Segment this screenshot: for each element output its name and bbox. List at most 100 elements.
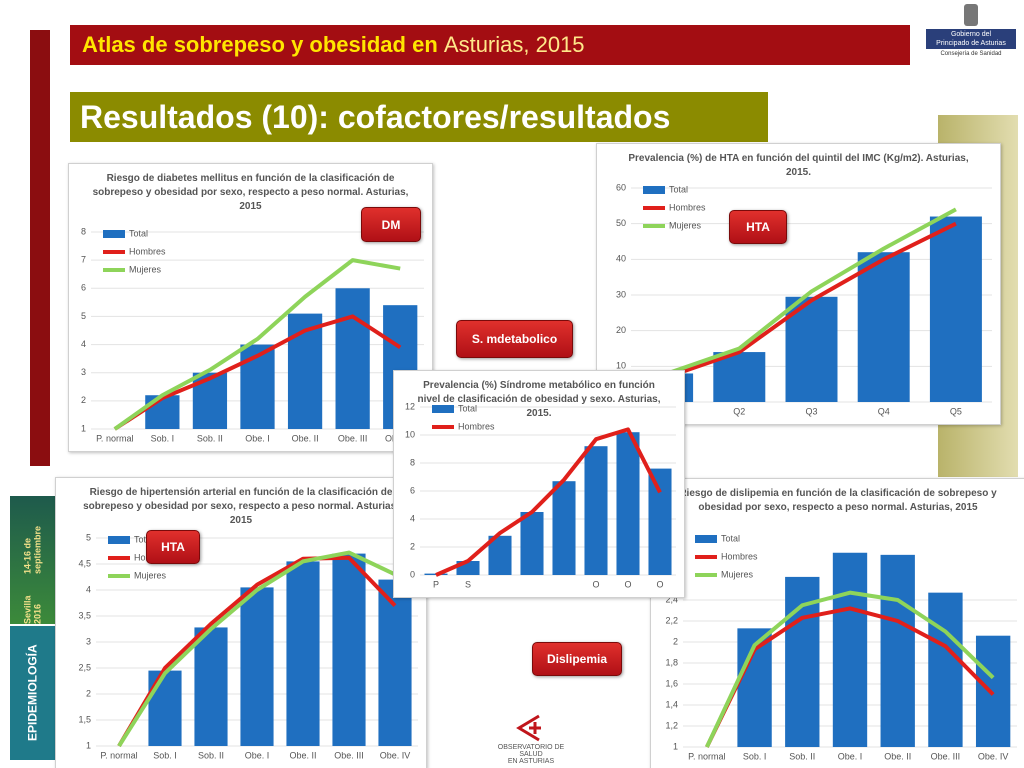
header-title-light: Asturias, 2015 [443,32,585,57]
y-tick-label: 50 [616,218,626,228]
bar [975,635,1011,747]
line [117,555,397,748]
y-tick-label: 2 [673,636,678,646]
y-tick-label: 5 [81,311,86,321]
event-name: Sevilla 2016 [22,595,43,624]
line [113,314,402,431]
x-tick-label: Q2 [733,406,745,416]
header-bar: Atlas de sobrepeso y obesidad en Asturia… [70,25,910,65]
y-tick-label: 30 [616,289,626,299]
y-tick-label: 10 [616,361,626,371]
line [117,550,396,748]
y-tick-label: 2 [81,395,86,405]
y-tick-label: 6 [81,283,86,293]
y-tick-label: 3 [81,367,86,377]
x-tick-label: Obe. I [245,750,270,760]
x-tick-label: Obe. IV [978,751,1009,761]
annotation: Dislipemia [532,642,622,676]
bar [929,216,982,402]
y-tick-label: 2,4 [665,594,678,604]
line [705,590,995,748]
x-tick-label: O [656,579,663,589]
x-tick-label: Obe. II [884,751,911,761]
y-tick-label: 10 [405,429,415,439]
y-tick-label: 1,2 [665,720,678,730]
x-tick-label: Q4 [878,406,890,416]
x-tick-label: Sob. I [153,750,177,760]
bar [148,670,182,746]
footer-logo: OBSERVATORIO DE SALUD EN ASTURIAS [486,712,576,765]
y-tick-label: 60 [616,182,626,192]
x-tick-label: P. normal [96,433,133,443]
footer-line: EN ASTURIAS [507,758,555,765]
y-tick-label: 4 [86,584,91,594]
y-tick-label: 20 [616,325,626,335]
x-tick-label: Q3 [805,406,817,416]
x-tick-label: Sob. I [151,433,175,443]
line [666,207,957,376]
bar [287,313,323,429]
chart-title: Prevalencia (%) de HTA en función del qu… [628,153,969,178]
bar [332,553,366,746]
y-tick-label: 8 [410,457,415,467]
y-tick-label: 2,2 [665,615,678,625]
x-tick-label: Obe. IV [380,750,411,760]
logo-line: Consejería de Sanidad [940,51,1002,57]
legend-label: Hombres [721,551,758,561]
bar [286,561,320,746]
legend-swatch [103,230,125,238]
legend-swatch [432,405,454,413]
event-dates: 14-16 de septiembre [22,525,43,574]
x-tick-label: Sob. II [198,750,224,760]
legend-label: Total [458,403,477,413]
bar [880,554,915,747]
x-tick-label: O [624,579,631,589]
legend-swatch [108,536,130,544]
y-tick-label: 8 [81,226,86,236]
bar [713,352,766,402]
y-tick-label: 1 [86,740,91,750]
subtitle: Resultados (10): cofactores/resultados [70,92,768,142]
bar [552,481,576,575]
chart-title: Riesgo de diabetes mellitus en función d… [92,173,409,212]
y-tick-label: 40 [616,254,626,264]
legend-label: Hombres [458,421,495,431]
x-tick-label: P [433,579,439,589]
legend-label: Hombres [669,202,706,212]
footer-line: OBSERVATORIO DE SALUD [497,744,565,758]
left-bar [30,30,50,466]
legend-label: Mujeres [134,570,167,580]
bar [832,552,868,747]
bar [240,587,274,746]
line [435,427,662,577]
x-tick-label: Obe. II [289,750,316,760]
annotation: S. mdetabolico [456,320,573,358]
y-tick-label: 4 [81,339,86,349]
bar [240,344,275,429]
annotation: HTA [729,210,787,244]
annotation: HTA [146,530,200,564]
logo: Gobierno del Principado de Asturias Conse… [926,4,1016,62]
y-tick-label: 5 [86,532,91,542]
x-tick-label: Obe. II [292,433,319,443]
annotation: DM [361,207,421,242]
chart-svg: 0 2 4 6 8 10 12 P S O O O Total Hombres [405,401,676,589]
x-tick-label: S [465,579,471,589]
x-tick-label: Obe. III [338,433,368,443]
y-tick-label: 1,4 [665,699,678,709]
x-tick-label: Obe. I [838,751,863,761]
x-tick-label: Q5 [950,406,962,416]
bar [928,592,963,747]
y-tick-label: 1,8 [665,657,678,667]
y-tick-label: 3 [86,636,91,646]
legend-label: Total [134,534,153,544]
logo-line: Principado de Asturias [936,40,1006,47]
bar [520,512,544,575]
x-tick-label: O [592,579,599,589]
y-tick-label: 4 [410,513,415,523]
x-tick-label: Sob. I [743,751,767,761]
y-tick-label: 0 [410,569,415,579]
legend-swatch [643,186,665,194]
chart-title: Riesgo de hipertensión arterial en funci… [83,487,399,526]
